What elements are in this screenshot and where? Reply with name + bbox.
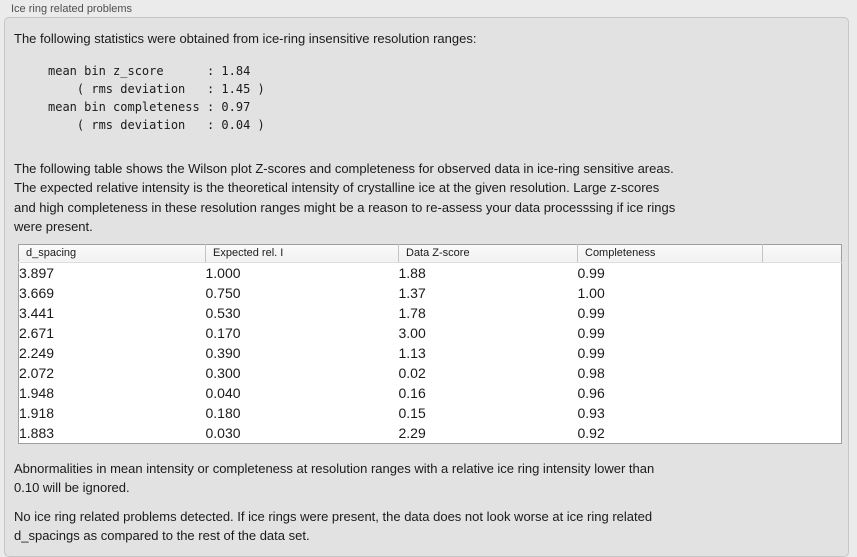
table-row[interactable]: 3.669 0.750 1.37 1.00 — [19, 283, 842, 303]
table-cell: 0.96 — [577, 384, 605, 401]
table-cell: 0.15 — [398, 404, 426, 421]
table-cell: 0.750 — [205, 284, 241, 301]
table-row[interactable]: 3.441 0.530 1.78 0.99 — [19, 303, 842, 323]
table-cell: 1.948 — [19, 384, 55, 401]
ice-ring-table: d_spacing Expected rel. I Data Z-score C… — [18, 243, 842, 444]
table-cell-empty — [763, 383, 842, 403]
table-cell: 0.92 — [577, 424, 605, 441]
table-cell: 2.29 — [398, 424, 426, 441]
table-cell: 0.99 — [577, 324, 605, 341]
table-cell: 3.441 — [19, 304, 55, 321]
table-header-row: d_spacing Expected rel. I Data Z-score C… — [18, 244, 842, 263]
table-cell: 2.072 — [19, 364, 55, 381]
table-cell: 1.37 — [398, 284, 426, 301]
table-cell: 1.78 — [398, 304, 426, 321]
table-cell: 0.040 — [205, 384, 241, 401]
table-cell: 1.00 — [577, 284, 605, 301]
table-row[interactable]: 2.671 0.170 3.00 0.99 — [19, 323, 842, 343]
table-cell: 0.390 — [205, 344, 241, 361]
table-cell: 0.93 — [577, 404, 605, 421]
table-cell-empty — [763, 423, 842, 444]
table-cell: 2.249 — [19, 344, 55, 361]
table-cell: 1.000 — [205, 264, 241, 281]
column-header-completeness[interactable]: Completeness — [577, 244, 763, 263]
table-cell: 0.02 — [398, 364, 426, 381]
table-cell: 1.13 — [398, 344, 426, 361]
table-cell: 1.88 — [398, 264, 426, 281]
column-header-data-z-score[interactable]: Data Z-score — [398, 244, 578, 263]
groupbox-title: Ice ring related problems — [11, 3, 133, 15]
table-cell-empty — [763, 283, 842, 303]
table-cell: 1.918 — [19, 404, 55, 421]
table-row[interactable]: 2.249 0.390 1.13 0.99 — [19, 343, 842, 363]
table-cell: 0.99 — [577, 304, 605, 321]
table-cell-empty — [763, 403, 842, 423]
table-cell-empty — [763, 303, 842, 323]
table-cell: 0.030 — [205, 424, 241, 441]
column-header-expected-rel-i[interactable]: Expected rel. I — [205, 244, 399, 263]
table-cell: 2.671 — [19, 324, 55, 341]
table-row[interactable]: 3.897 1.000 1.88 0.99 — [19, 262, 842, 283]
ice-ring-groupbox: The following statistics were obtained f… — [4, 17, 849, 557]
table-cell: 0.180 — [205, 404, 241, 421]
table-cell: 3.00 — [398, 324, 426, 341]
table-cell: 0.99 — [577, 264, 605, 281]
table-cell: 0.530 — [205, 304, 241, 321]
description-text: The following table shows the Wilson plo… — [14, 160, 676, 235]
groupbox-content: The following statistics were obtained f… — [5, 29, 848, 546]
table-cell: 0.300 — [205, 364, 241, 381]
table-cell: 0.170 — [205, 324, 241, 341]
table-cell-empty — [763, 363, 842, 383]
table-cell: 3.669 — [19, 284, 55, 301]
table-cell: 1.883 — [19, 424, 55, 441]
table-row[interactable]: 1.948 0.040 0.16 0.96 — [19, 383, 842, 403]
table-row[interactable]: 2.072 0.300 0.02 0.98 — [19, 363, 842, 383]
ignore-note-text: Abnormalities in mean intensity or compl… — [14, 460, 655, 496]
stats-block: mean bin z_score : 1.84 ( rms deviation … — [48, 63, 265, 132]
column-header-empty — [762, 244, 842, 263]
table-cell: 0.98 — [577, 364, 605, 381]
conclusion-text: No ice ring related problems detected. I… — [14, 508, 653, 544]
ice-ring-table-body: 3.897 1.000 1.88 0.99 3.669 0.750 1.37 1.00 3.44… — [19, 262, 842, 443]
table-cell: 3.897 — [19, 264, 55, 281]
table-cell: 0.16 — [398, 384, 426, 401]
intro-text: The following statistics were obtained f… — [14, 31, 477, 46]
table-cell-empty — [763, 323, 842, 343]
column-header-d-spacing[interactable]: d_spacing — [18, 244, 206, 263]
table-cell-empty — [763, 343, 842, 363]
table-row[interactable]: 1.883 0.030 2.29 0.92 — [19, 423, 842, 444]
table-cell-empty — [763, 262, 842, 283]
table-cell: 0.99 — [577, 344, 605, 361]
table-row[interactable]: 1.918 0.180 0.15 0.93 — [19, 403, 842, 423]
